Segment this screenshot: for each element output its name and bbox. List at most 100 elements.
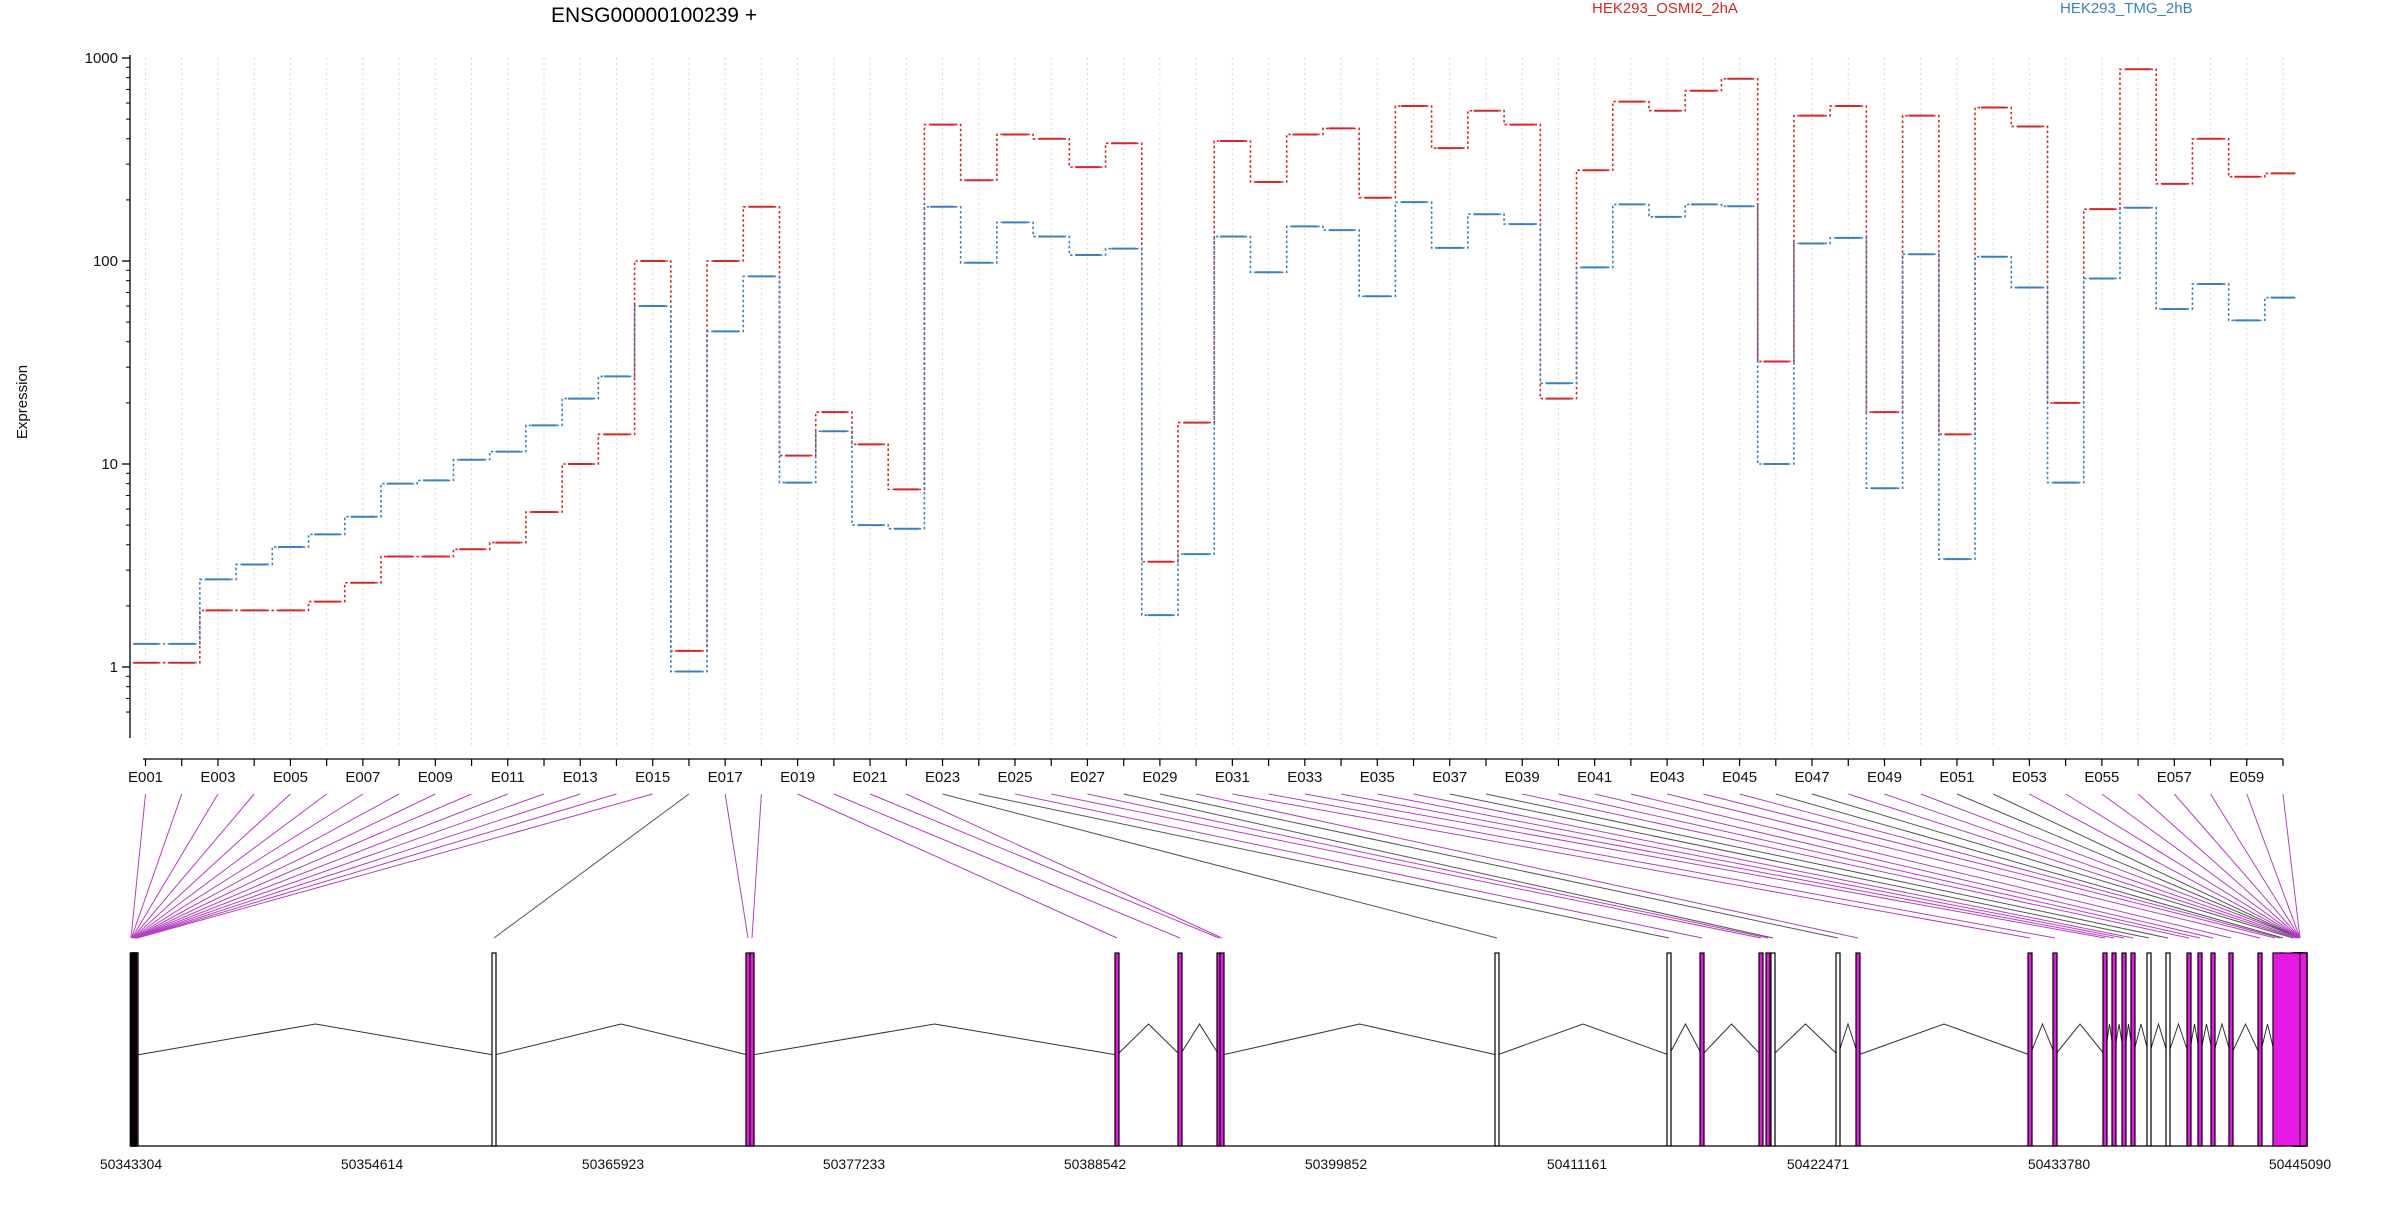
x-tick-label: E023 (925, 769, 960, 786)
series-connector (1063, 235, 1076, 256)
series-connector (592, 375, 605, 400)
exon-connector (2101, 793, 2301, 939)
series-connector (809, 411, 822, 457)
series-connector (2041, 125, 2054, 404)
series-connector (2259, 296, 2271, 322)
exon-connectors (130, 793, 2301, 939)
x-tick-label: E047 (1795, 769, 1830, 786)
coordinate-label: 50343304 (100, 1156, 163, 1172)
series-connector (2041, 286, 2054, 484)
series-connector (954, 205, 967, 264)
exon-connector (1739, 793, 2281, 939)
coordinate-label: 50433780 (2028, 1156, 2091, 1172)
exon-connector (1522, 793, 2190, 939)
intron-chevron (1116, 1023, 1181, 1056)
series-connector (701, 330, 713, 673)
x-tick-label: E045 (1722, 769, 1757, 786)
y-tick-label: 1 (110, 659, 118, 676)
series-connector (1099, 247, 1112, 256)
exon-connector (2282, 793, 2301, 939)
exon-connector (130, 793, 146, 939)
exon-box (1177, 952, 1183, 1147)
coordinate-label: 50365923 (582, 1156, 645, 1172)
series-connector (1969, 255, 1981, 560)
x-tick-label: E037 (1432, 769, 1467, 786)
exon-connector (1014, 793, 1703, 939)
series-connector (665, 305, 677, 673)
series-connector (1027, 133, 1039, 140)
exon-box (1494, 952, 1500, 1147)
series-connector (556, 397, 568, 427)
exon-box (1219, 952, 1225, 1147)
exon-connector (1087, 793, 1769, 939)
exon-connector (1594, 793, 2214, 939)
series-connector (447, 458, 460, 482)
exon-connector (1848, 793, 2297, 939)
series-connector (1534, 123, 1547, 400)
series-connector (1969, 106, 1981, 436)
exon-connector (136, 793, 617, 939)
x-tick-label: E057 (2157, 769, 2192, 786)
exon-connector (1268, 793, 2056, 939)
exon-connector (1232, 793, 2031, 939)
exon-box (2257, 952, 2263, 1147)
series-connector (1643, 203, 1655, 218)
series-connector (737, 275, 750, 333)
exon-box (2186, 952, 2192, 1147)
legend-series-2: HEK293_TMG_2hB (2060, 0, 2193, 17)
x-tick-label: E017 (708, 769, 743, 786)
series-connector (809, 430, 822, 484)
series-connector (2150, 68, 2162, 185)
exon-connector (1123, 793, 1774, 939)
x-tick-label: E059 (2229, 769, 2264, 786)
series-connector (1570, 266, 1583, 385)
series-connector (483, 450, 496, 461)
series-connector (1462, 109, 1474, 149)
exon-connector (1775, 793, 2284, 939)
exon-connector (906, 793, 1223, 939)
series-connector (1788, 242, 1800, 465)
series-connector (773, 275, 786, 484)
x-tick-label: E041 (1577, 769, 1612, 786)
series-connector (1353, 127, 1365, 199)
series-connector (1824, 105, 1836, 117)
intron-chevron (2167, 1022, 2190, 1056)
series-connector (1715, 77, 1728, 92)
series-connector (375, 482, 387, 518)
series-connector (991, 133, 1003, 182)
exon-connector (132, 793, 291, 939)
series-connector (1643, 100, 1655, 112)
series-connector (628, 305, 641, 378)
coordinate-label: 50411161 (1547, 1156, 1607, 1172)
exon-connector (978, 793, 1670, 939)
exon-box (2121, 952, 2127, 1147)
x-tick-label: E013 (563, 769, 598, 786)
exon-connector (1340, 793, 2115, 939)
exon-connector (1051, 793, 1762, 939)
exon-box (1855, 952, 1861, 1147)
series-connector (1896, 114, 1909, 413)
exon-box (1114, 952, 1120, 1147)
exon-connector (133, 793, 364, 939)
exon-box (1666, 952, 1672, 1147)
exon-box (2130, 952, 2136, 1147)
exon-connector (2065, 793, 2301, 939)
series-connector (1860, 237, 1873, 489)
series-connector (846, 411, 858, 446)
exon-connector (2137, 793, 2301, 939)
y-tick-label: 100 (93, 253, 118, 270)
series-connector (1244, 235, 1257, 274)
series-2 (133, 201, 2296, 673)
x-tick-label: E009 (418, 769, 453, 786)
intron-chevron (1221, 1023, 1498, 1056)
exon-connector (2246, 793, 2301, 939)
exon-connector (1992, 793, 2301, 939)
exon-connector (493, 793, 690, 939)
exon-box (135, 952, 139, 1147)
series-connector (2005, 255, 2018, 289)
x-tick-label: E035 (1360, 769, 1395, 786)
series-connector (1172, 421, 1184, 563)
exon-connector (135, 793, 545, 939)
genomic-coordinates: 50343304 50354614 50365923 50377233 50388542… (100, 1156, 2332, 1172)
